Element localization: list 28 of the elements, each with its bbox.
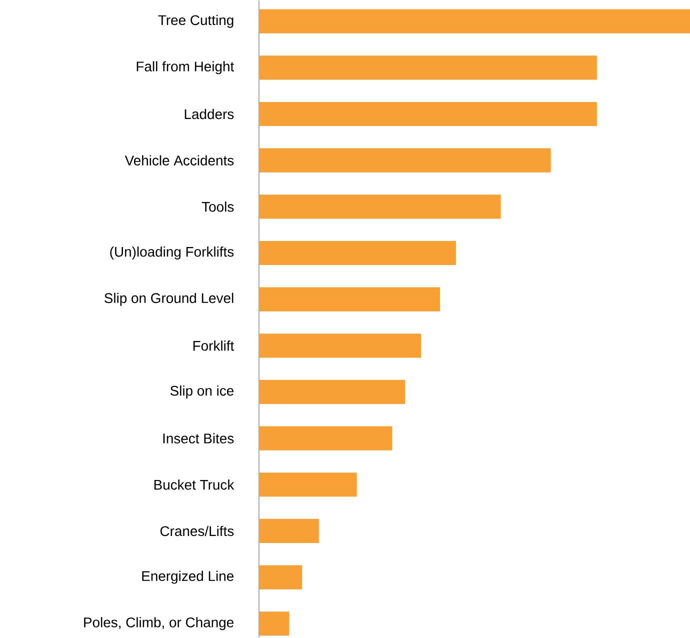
y-tick-label: Slip on ice — [170, 385, 234, 398]
bar — [258, 9, 690, 34]
bar — [258, 334, 422, 358]
y-tick-label: Tree Cutting — [158, 14, 234, 28]
y-tick-label: Vehicle Accidents — [124, 155, 234, 166]
bar — [258, 287, 440, 312]
bar — [258, 194, 501, 219]
y-tick-label: Cranes/Lifts — [160, 526, 234, 536]
y-tick-label: Bucket Truck — [154, 480, 234, 490]
y-tick-label: Forklift — [193, 340, 234, 351]
bar — [258, 380, 406, 404]
y-tick-label: Ladders — [184, 108, 234, 120]
bar — [258, 426, 392, 450]
bar — [258, 56, 597, 80]
bar — [258, 612, 290, 636]
y-tick-label: Slip on Ground Level — [104, 292, 234, 306]
y-tick-label: Poles, Climb, or Change — [84, 617, 234, 630]
y-tick-label: Tools — [202, 202, 234, 212]
bar — [258, 518, 319, 543]
y-tick-label: Energized Line — [142, 570, 234, 584]
bar — [258, 148, 551, 172]
bar — [258, 240, 456, 266]
y-tick-label: Fall from Height — [136, 61, 234, 74]
bar — [258, 472, 357, 497]
y-tick-label: (Un)loading Forklifts — [110, 246, 234, 260]
bar — [258, 102, 597, 126]
bar — [258, 565, 302, 590]
y-tick-label: Insect Bites — [163, 433, 234, 444]
